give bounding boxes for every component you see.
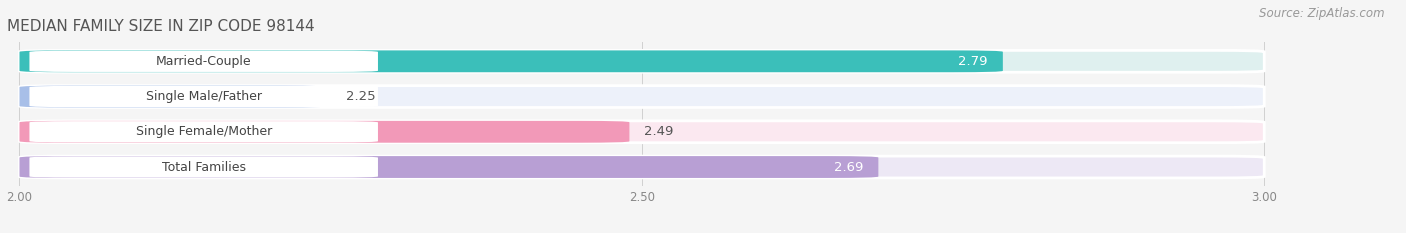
Text: MEDIAN FAMILY SIZE IN ZIP CODE 98144: MEDIAN FAMILY SIZE IN ZIP CODE 98144 xyxy=(7,19,315,34)
FancyBboxPatch shape xyxy=(20,50,1264,72)
Text: 2.49: 2.49 xyxy=(644,125,673,138)
FancyBboxPatch shape xyxy=(30,121,378,142)
Text: Total Families: Total Families xyxy=(162,161,246,174)
FancyBboxPatch shape xyxy=(30,86,378,107)
Text: 2.25: 2.25 xyxy=(346,90,375,103)
FancyBboxPatch shape xyxy=(20,121,630,143)
FancyBboxPatch shape xyxy=(20,86,1264,107)
FancyBboxPatch shape xyxy=(20,86,330,107)
FancyBboxPatch shape xyxy=(30,156,378,178)
Text: Married-Couple: Married-Couple xyxy=(156,55,252,68)
FancyBboxPatch shape xyxy=(20,50,1002,72)
Text: Source: ZipAtlas.com: Source: ZipAtlas.com xyxy=(1260,7,1385,20)
FancyBboxPatch shape xyxy=(20,156,1264,178)
Text: 2.79: 2.79 xyxy=(959,55,988,68)
FancyBboxPatch shape xyxy=(20,156,879,178)
Text: Single Female/Mother: Single Female/Mother xyxy=(135,125,271,138)
FancyBboxPatch shape xyxy=(30,51,378,72)
FancyBboxPatch shape xyxy=(20,121,1264,143)
Text: 2.69: 2.69 xyxy=(834,161,863,174)
Text: Single Male/Father: Single Male/Father xyxy=(146,90,262,103)
